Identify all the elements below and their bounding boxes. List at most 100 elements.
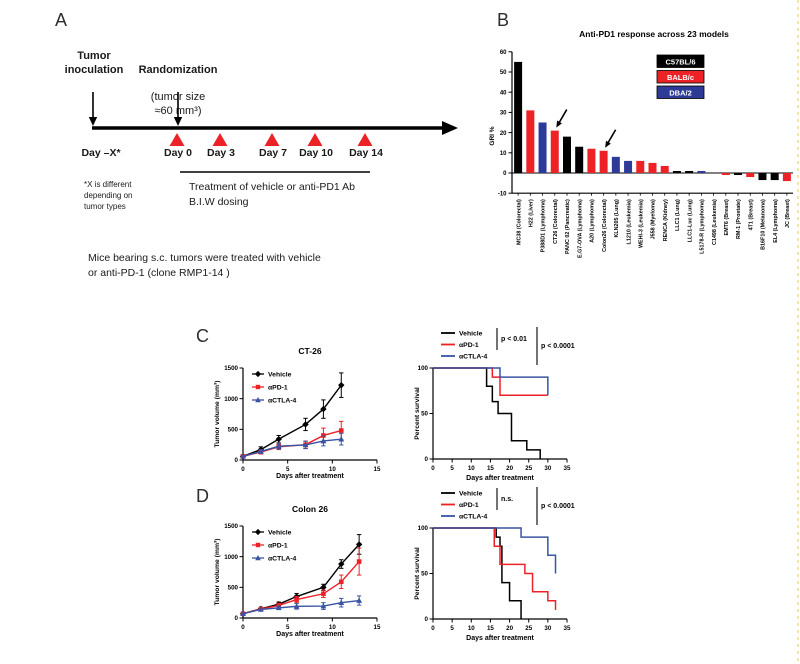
marker-square-icon: [356, 559, 362, 564]
dose-triangle: [357, 133, 373, 146]
line-chart-svg: Colon 26 0 500 1000 1500 0 5 10 15 Days after tre…: [214, 504, 381, 638]
marker-triangle-icon: [293, 603, 300, 609]
pvalue-label: p < 0.01: [501, 336, 527, 343]
bar: [526, 110, 535, 173]
randomization-arrowhead-icon: [173, 117, 183, 126]
survival-step-line: [433, 367, 548, 397]
legend-label: αPD-1: [268, 542, 288, 549]
x-tick-label: PANC 02 (Pancreatic): [565, 199, 571, 254]
annotation-arrow: [606, 129, 617, 144]
survival-chart-svg: 0 50 100 0 5 10 15 20 25 30 35 Days after treatment…: [414, 487, 575, 642]
y-tick-label: 50: [421, 411, 428, 418]
marker-triangle-icon: [257, 448, 264, 454]
marker-square-icon: [255, 384, 261, 390]
timeline-diagram: [88, 92, 458, 173]
marker-triangle-icon: [257, 606, 264, 612]
marker-diamond-icon: [338, 381, 345, 389]
legend-swatch: [656, 54, 705, 68]
marker-square-icon: [338, 428, 344, 433]
marker-triangle-icon: [338, 599, 345, 605]
annotation-arrowhead-icon: [605, 140, 611, 148]
anti-pd1-response-bar-chart: Anti-PD1 response across 23 models -10 0 10…: [488, 24, 796, 282]
day-label: Day –X*: [81, 147, 121, 159]
bar: [538, 122, 547, 173]
pvalue-label: p < 0.0001: [541, 343, 575, 350]
x-tick-label: RENCA (Kidney): [663, 199, 669, 241]
bar: [648, 162, 657, 173]
x-tick-label: 5: [450, 625, 454, 632]
y-tick-label: 10: [500, 151, 507, 157]
chart-title: Anti-PD1 response across 23 models: [579, 29, 729, 39]
bar: [734, 173, 743, 176]
series-line: [242, 438, 342, 457]
panel-a-label: A: [55, 10, 68, 30]
marker-square-icon: [255, 542, 261, 548]
y-axis-title: Percent survival: [414, 547, 421, 600]
marker-square-icon: [338, 579, 344, 585]
day-label: Day 0: [163, 147, 193, 159]
y-tick-label: 40: [500, 90, 507, 96]
legend-label: αCTLA-4: [459, 513, 488, 520]
treatment-label: Treatment of vehicle or anti-PD1 Ab B.I.…: [189, 181, 355, 209]
x-tick-label: B16F10 (Melanoma): [761, 199, 767, 250]
y-tick-label: 50: [421, 571, 428, 578]
legend-label: DBA/2: [669, 88, 692, 97]
randomization-block: Randomization (tumor size ≈60 mm³): [128, 50, 228, 133]
marker-square-icon: [321, 591, 326, 597]
panel-d-label: D: [196, 486, 209, 506]
bar: [599, 150, 608, 173]
bar: [782, 173, 791, 182]
x-tick-label: 10: [329, 466, 336, 473]
x-tick-label: 15: [374, 624, 381, 631]
bar-chart-svg: Anti-PD1 response across 23 models -10 0 10…: [489, 29, 793, 258]
x-tick-label: 25: [525, 465, 532, 472]
marker-diamond-icon: [338, 560, 345, 568]
x-tick-label: 4T1 (Breast): [748, 199, 754, 230]
y-tick-label: 60: [500, 50, 507, 56]
x-axis-title: Days after treatment: [466, 635, 534, 642]
legend-label: Vehicle: [459, 490, 483, 497]
day-label: Day 10: [299, 147, 333, 159]
y-tick-label: 0: [425, 456, 429, 463]
marker-triangle-icon: [240, 453, 246, 459]
dose-triangle: [264, 133, 280, 146]
survival-step-line: [433, 527, 522, 619]
x-tick-label: 10: [329, 624, 336, 631]
legend-label: αPD-1: [268, 384, 288, 391]
x-tick-label: 5: [286, 466, 290, 473]
bar: [697, 170, 706, 173]
x-tick-label: A20 (Lymphoma): [590, 199, 596, 243]
y-tick-label: 50: [500, 70, 507, 76]
x-axis-title: Days after treatment: [276, 631, 344, 638]
bar: [685, 170, 694, 173]
day-label: Day 14: [349, 147, 383, 159]
bar: [721, 173, 730, 176]
x-tick-label: L5178-R (Lymphoma): [700, 199, 706, 254]
marker-triangle-icon: [275, 604, 282, 611]
legend-label: αPD-1: [459, 502, 479, 509]
x-tick-label: Colon26 (Colorectal): [602, 199, 608, 252]
x-tick-label: 35: [564, 625, 571, 632]
panel-c-label: C: [196, 326, 209, 346]
inoculation-arrowhead-icon: [88, 117, 98, 126]
marker-diamond-icon: [254, 370, 262, 378]
x-axis-title: Days after treatment: [466, 475, 534, 482]
legend-label: C57BL/6: [665, 57, 695, 66]
marker-triangle-icon: [338, 436, 345, 442]
randomization-title: Randomization: [138, 63, 218, 76]
y-axis-title: GRI %: [489, 126, 496, 145]
y-tick-label: 1000: [224, 554, 238, 561]
bar: [575, 146, 584, 173]
series-line: [242, 384, 342, 457]
annotation-arrow: [558, 109, 568, 124]
bar: [770, 173, 779, 181]
y-tick-label: -10: [498, 191, 507, 197]
annotation-arrowhead-icon: [556, 120, 562, 128]
x-tick-label: 25: [525, 625, 532, 632]
x-tick-label: 15: [487, 465, 494, 472]
marker-diamond-icon: [320, 405, 327, 413]
tumor-inoculation-label: Tumor inoculation: [64, 50, 124, 76]
bar: [746, 173, 755, 178]
x-tick-label: LLC1-Luc (Lung): [687, 199, 693, 242]
